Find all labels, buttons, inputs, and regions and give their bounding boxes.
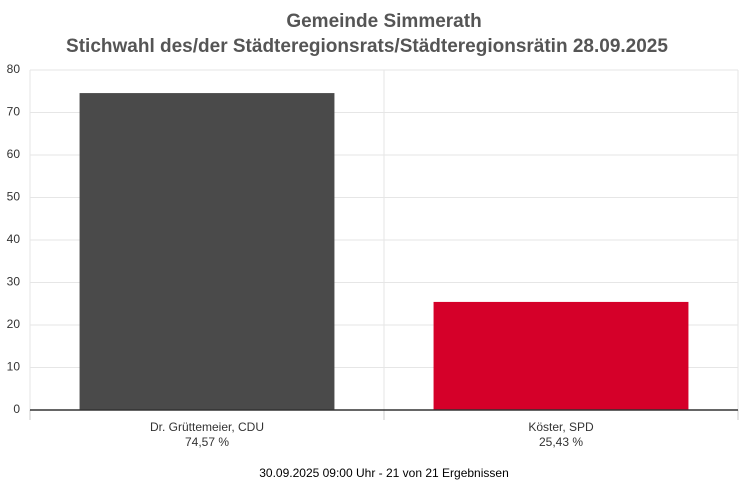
chart-title: Gemeinde Simmerath (286, 11, 481, 32)
caption: 30.09.2025 09:00 Uhr - 21 von 21 Ergebni… (259, 466, 509, 480)
y-tick-label: 70 (7, 105, 21, 119)
y-tick-label: 40 (7, 232, 21, 246)
bar (433, 301, 689, 410)
y-tick-label: 50 (7, 190, 21, 204)
value-label: 74,57 % (185, 435, 229, 449)
chart-subtitle: Stichwahl des/der Städteregionsrats/Städ… (66, 36, 668, 57)
x-tick-label: Köster, SPD (528, 420, 594, 434)
y-tick-label: 0 (13, 402, 20, 416)
bar (79, 93, 335, 410)
value-label: 25,43 % (539, 435, 583, 449)
x-tick-label: Dr. Grüttemeier, CDU (150, 420, 264, 434)
y-tick-label: 80 (7, 62, 21, 76)
y-tick-label: 60 (7, 147, 21, 161)
y-tick-label: 30 (7, 275, 21, 289)
y-tick-label: 10 (7, 360, 21, 374)
y-tick-label: 20 (7, 317, 21, 331)
